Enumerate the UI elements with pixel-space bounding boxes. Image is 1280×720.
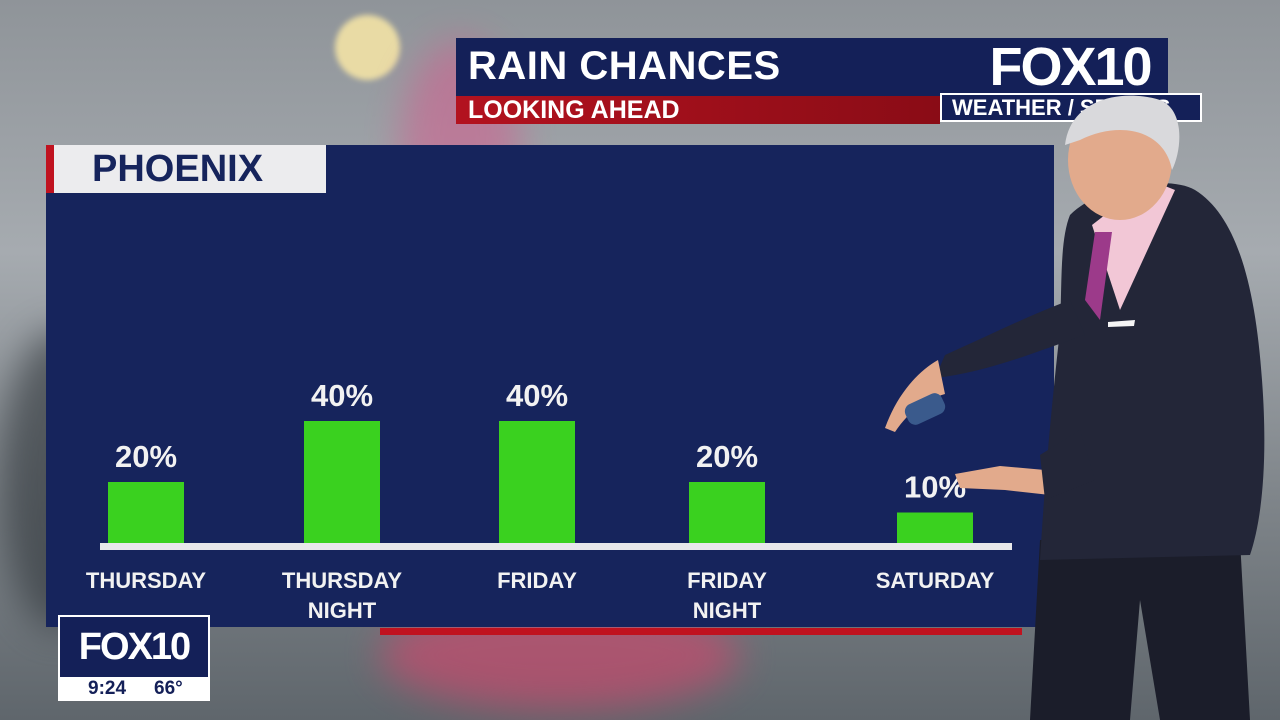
x-axis-line: [100, 543, 1012, 550]
panel-accent-line: [380, 628, 1022, 635]
page-subtitle: LOOKING AHEAD: [468, 96, 680, 124]
bar-value-label: 40%: [311, 378, 373, 413]
bar-value-label: 40%: [506, 378, 568, 413]
background-light: [335, 15, 400, 80]
station-bug: FOX10 9:24 66°: [58, 615, 210, 701]
category-label: FRIDAY: [497, 568, 577, 593]
bar: [304, 421, 380, 543]
fox10-logo: FOX10: [989, 37, 1152, 97]
bar: [897, 512, 973, 543]
category-label: FRIDAY: [687, 568, 767, 593]
clock-time: 9:24: [88, 678, 127, 699]
bar: [108, 482, 184, 543]
bar: [499, 421, 575, 543]
category-label: NIGHT: [693, 598, 762, 623]
page-title: RAIN CHANCES: [468, 44, 781, 88]
fox10-bug-logo: FOX10: [60, 617, 208, 677]
bar-value-label: 20%: [696, 439, 758, 474]
category-label: NIGHT: [308, 598, 377, 623]
category-label: THURSDAY: [282, 568, 403, 593]
category-label: SATURDAY: [876, 568, 995, 593]
header-title-bar: RAIN CHANCES: [456, 38, 1168, 96]
category-label: THURSDAY: [86, 568, 207, 593]
rain-chance-chart: 20% THURSDAY 40% THURSDAY NIGHT 40% FRIDAY 20% F…: [86, 378, 1012, 623]
bar: [689, 482, 765, 543]
location-tab: PHOENIX: [46, 145, 326, 193]
location-label: PHOENIX: [92, 148, 264, 190]
header-subtitle-bar: LOOKING AHEAD: [456, 96, 940, 124]
bar-value-label: 20%: [115, 439, 177, 474]
current-temperature: 66°: [154, 678, 183, 699]
